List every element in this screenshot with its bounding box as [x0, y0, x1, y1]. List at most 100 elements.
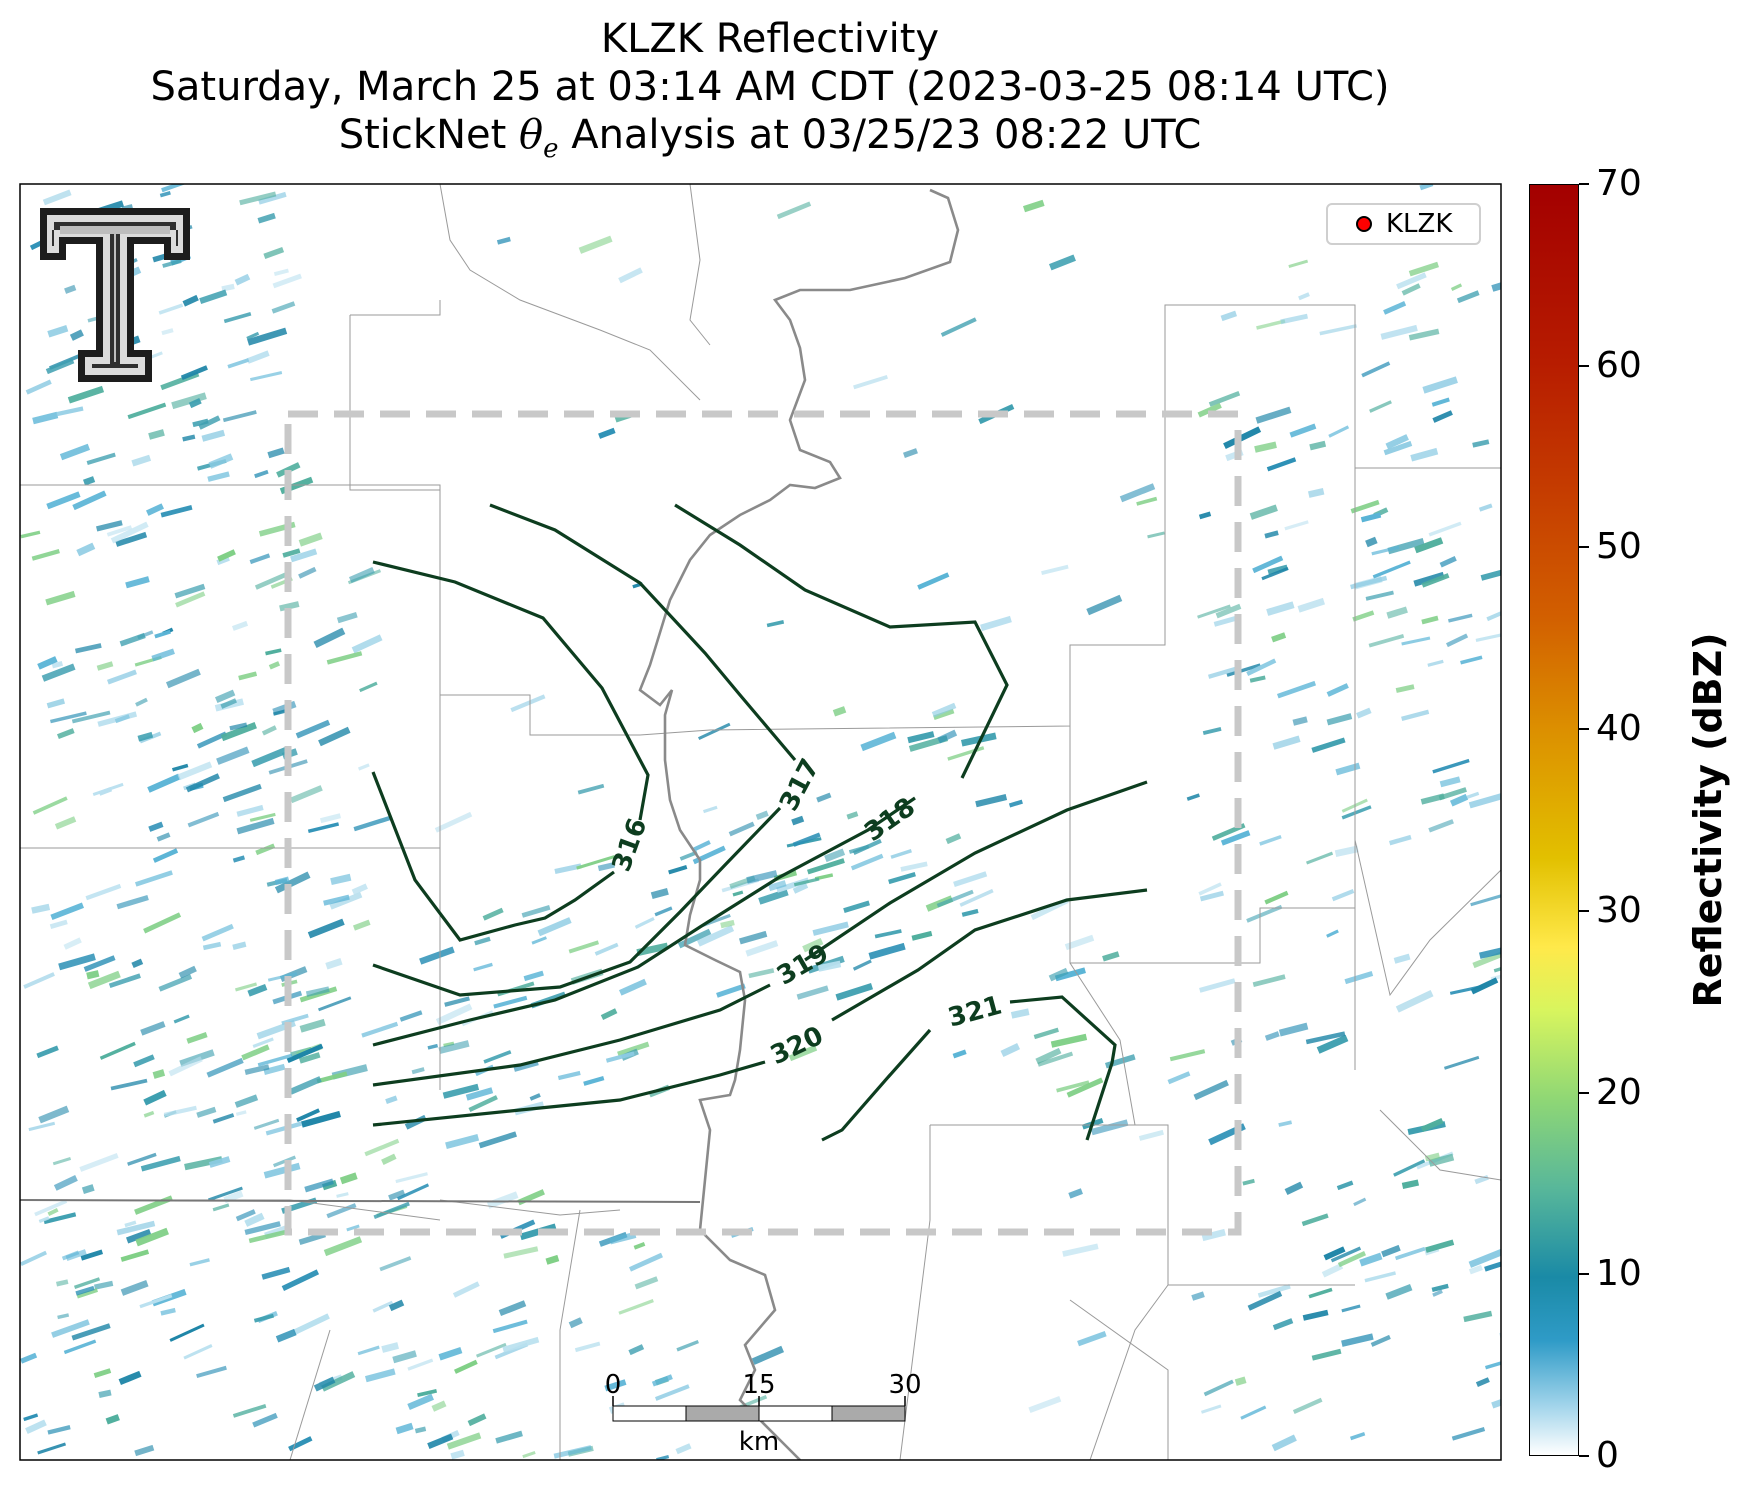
echo-pixel — [267, 447, 285, 459]
echo-pixel — [316, 1071, 348, 1084]
echo-pixel — [299, 1018, 326, 1033]
echo-pixel — [1470, 977, 1499, 995]
echo-pixel — [1259, 834, 1282, 846]
echo-pixel — [407, 1393, 434, 1410]
echo-pixel — [746, 870, 778, 884]
echo-pixel — [1090, 1119, 1129, 1136]
echo-pixel — [1261, 566, 1289, 581]
echo-pixel — [38, 1105, 70, 1124]
echo-pixel — [1484, 1258, 1501, 1272]
echo-pixel — [1439, 776, 1461, 788]
echo-pixel — [1213, 615, 1240, 627]
klzk-marker-icon — [1356, 216, 1372, 232]
echo-pixel — [254, 570, 292, 590]
echo-pixel — [192, 418, 209, 428]
echo-pixel — [158, 303, 184, 315]
echo-pixel — [1421, 573, 1450, 588]
echo-pixel — [148, 429, 165, 440]
colorbar-tick — [1579, 728, 1589, 731]
echo-pixel — [59, 443, 91, 461]
echo-pixel — [1361, 361, 1391, 378]
echo-pixel — [650, 887, 669, 900]
echo-pixel — [182, 434, 196, 442]
colorbar-tick — [1579, 1091, 1589, 1094]
colorbar-tick-label: 70 — [1596, 163, 1642, 204]
scale-bar-segment — [612, 1405, 687, 1422]
echo-pixel — [1220, 310, 1238, 322]
echo-pixel — [301, 1110, 341, 1128]
echo-pixel — [351, 634, 383, 654]
echo-pixel — [1410, 447, 1439, 462]
echo-pixel — [1470, 893, 1501, 907]
echo-pixel — [846, 811, 859, 820]
legend-label: KLZK — [1386, 209, 1453, 239]
echo-pixel — [1136, 496, 1158, 506]
contour-320 — [372, 888, 1148, 1127]
contour-321 — [821, 995, 1117, 1142]
echo-pixel — [1413, 571, 1445, 587]
echo-pixel — [1147, 531, 1165, 539]
echo-pixel — [445, 1133, 480, 1149]
echo-pixel — [1460, 655, 1483, 665]
echo-pixel — [1167, 1071, 1191, 1085]
echo-pixel — [119, 632, 146, 647]
echo-pixel — [1490, 971, 1501, 981]
echo-pixel — [93, 1368, 112, 1378]
echo-pixel — [160, 505, 193, 518]
echo-pixel — [1050, 1033, 1088, 1048]
echo-pixel — [745, 940, 779, 957]
echo-pixel — [173, 1014, 190, 1024]
echo-pixel — [1425, 1239, 1455, 1253]
echo-pixel — [776, 201, 812, 220]
echo-pixel — [467, 1413, 487, 1427]
echo-pixel — [158, 974, 193, 992]
echo-pixel — [651, 1374, 673, 1387]
echo-pixel — [940, 317, 977, 337]
echo-pixel — [317, 996, 352, 1012]
echo-pixel — [1450, 793, 1469, 807]
colorbar-tick — [1579, 183, 1589, 185]
echo-pixel — [1350, 575, 1388, 590]
echo-pixel — [397, 1183, 430, 1201]
echo-pixel — [521, 905, 551, 918]
echo-pixel — [326, 651, 363, 665]
echo-pixel — [229, 722, 248, 731]
echo-pixel — [232, 941, 247, 950]
echo-pixel — [236, 817, 275, 835]
echo-pixel — [137, 731, 154, 742]
echo-pixel — [261, 725, 277, 736]
echo-pixel — [1401, 1179, 1420, 1189]
echo-pixel — [336, 611, 358, 624]
echo-pixel — [1479, 945, 1501, 959]
echo-pixel — [1077, 1330, 1107, 1347]
echo-pixel — [51, 660, 64, 669]
echo-pixel — [1201, 1228, 1226, 1242]
echo-pixel — [568, 940, 600, 954]
echo-pixel — [1451, 1427, 1486, 1441]
echo-pixel — [330, 873, 352, 886]
echo-pixel — [120, 1279, 149, 1296]
echo-pixel — [758, 888, 789, 905]
echo-pixel — [202, 941, 222, 951]
county-line — [689, 184, 711, 346]
echo-pixel — [258, 191, 287, 205]
echo-pixel — [98, 1389, 112, 1398]
echo-pixel — [1033, 1027, 1059, 1040]
echo-pixel — [1341, 805, 1372, 820]
echo-pixel — [1266, 457, 1297, 472]
echo-pixel — [936, 889, 974, 908]
echo-pixel — [379, 1256, 412, 1272]
echo-pixel — [274, 876, 290, 886]
echo-pixel — [53, 1175, 78, 1191]
echo-pixel — [1272, 735, 1301, 750]
echo-pixel — [427, 1043, 439, 1050]
echo-pixel — [668, 865, 688, 875]
echo-pixel — [1389, 834, 1412, 846]
echo-pixel — [1428, 1153, 1455, 1167]
echo-pixel — [71, 1323, 111, 1341]
echo-pixel — [545, 1254, 560, 1265]
echo-pixel — [96, 520, 123, 532]
mississippi-river — [638, 188, 960, 1460]
echo-pixel — [1119, 483, 1156, 503]
echo-pixel — [629, 1252, 663, 1272]
